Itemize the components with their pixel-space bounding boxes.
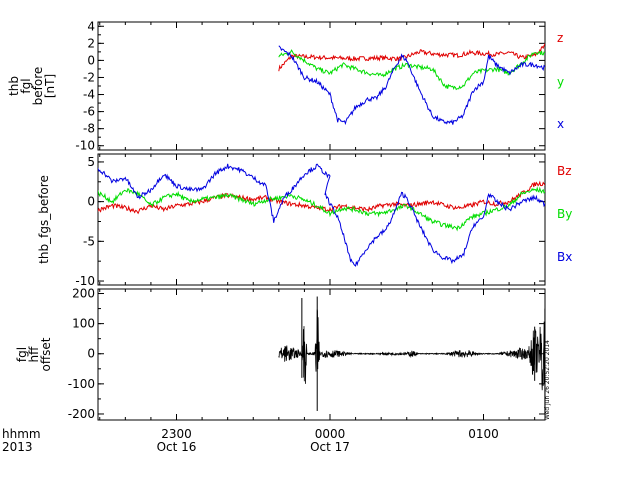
y-label-line: fgl: [19, 78, 33, 93]
panel-frame: [97, 153, 546, 286]
x-row-label-hhmm: hhmm: [2, 427, 41, 441]
y-tick-label: 100: [72, 317, 95, 331]
y-tick-label: -100: [68, 377, 95, 391]
y-tick-label: 0: [87, 53, 95, 67]
y-tick-label: 2: [87, 36, 95, 50]
y-tick-label: -10: [75, 274, 95, 288]
panel-2: 5 0 -5 -10 thb_fgs_before Bz By Bx: [37, 153, 572, 288]
legend-y: y: [557, 75, 564, 89]
y-label-line: thb: [7, 76, 21, 96]
series-z-line: [278, 42, 545, 72]
y-tick-label: 200: [72, 287, 95, 301]
y-tick-label: -5: [83, 234, 95, 248]
y-axis-label: thb_fgs_before: [37, 175, 51, 264]
y-tick-label: -8: [83, 122, 95, 136]
series-y-line: [278, 49, 545, 91]
legend-Bz: Bz: [557, 164, 572, 178]
y-tick-label: 4: [87, 19, 95, 33]
series-offset-line: [278, 309, 545, 391]
y-label-line: fgl: [15, 347, 29, 362]
y-label-line: offset: [39, 337, 53, 371]
series-x-line: [278, 45, 545, 126]
legend-x: x: [557, 117, 564, 131]
y-tick-label: -4: [83, 88, 95, 102]
y-tick-label: 0: [87, 195, 95, 209]
series-By-line: [98, 186, 545, 232]
y-tick-label: -6: [83, 105, 95, 119]
y-tick-label: -10: [75, 139, 95, 153]
y-label-line: hff: [27, 346, 41, 363]
x-tick-label-hhmm: 0100: [468, 427, 499, 441]
legend-z: z: [557, 31, 563, 45]
legend-Bx: Bx: [557, 250, 572, 264]
y-tick-label: 5: [87, 155, 95, 169]
x-row-label-year: 2013: [2, 440, 33, 454]
y-label-line: [nT]: [43, 74, 57, 98]
x-tick-label-date: Oct 16: [157, 440, 197, 454]
y-label-line: before: [31, 67, 45, 106]
y-label-line: thb_fgs_before: [37, 175, 51, 264]
x-tick-label-hhmm: 0000: [315, 427, 346, 441]
x-tick-label-hhmm: 2300: [161, 427, 192, 441]
series-Bz-line: [98, 180, 545, 215]
y-tick-label: -200: [68, 407, 95, 421]
x-tick-label-date: Oct 17: [310, 440, 350, 454]
series-Bx-line: [98, 163, 545, 267]
legend-By: By: [557, 207, 572, 221]
y-tick-label: 0: [87, 347, 95, 361]
timestamp-side-text: Wed Jun 26 20:52:20 2014: [544, 340, 551, 420]
y-tick-label: -2: [83, 70, 95, 84]
